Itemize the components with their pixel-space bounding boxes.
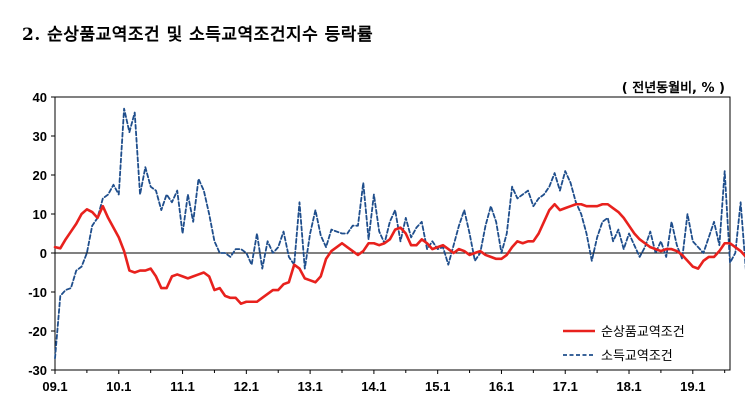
chart-title: 2. 순상품교역조건 및 소득교역조건지수 등락률 (22, 25, 374, 45)
x-tick-label: 14.1 (361, 379, 386, 394)
x-tick-label: 19.1 (680, 379, 705, 394)
x-tick-label: 13.1 (297, 379, 322, 394)
x-tick-label: 10.1 (106, 379, 131, 394)
series-income-terms-of-trade (54, 107, 745, 360)
x-tick-label: 12.1 (234, 379, 259, 394)
y-tick-label: -20 (28, 324, 47, 339)
plot-frame (54, 96, 731, 371)
x-tick-label: 15.1 (425, 379, 450, 394)
y-tick-label: 30 (33, 129, 47, 144)
y-tick-label: 20 (33, 168, 47, 183)
y-tick-label: 10 (33, 207, 47, 222)
x-tick-label: 18.1 (616, 379, 641, 394)
y-tick-label: 0 (40, 246, 47, 261)
y-tick-label: 40 (33, 90, 47, 105)
x-tick-label: 09.1 (42, 379, 67, 394)
x-tick-label: 11.1 (170, 379, 195, 394)
y-tick-label: -30 (28, 363, 47, 378)
unit-label: ( 전년동월비, % ) (621, 81, 725, 96)
legend-label: 소득교역조건 (601, 349, 673, 364)
x-tick-label: 16.1 (489, 379, 514, 394)
series-net-terms-of-trade (53, 202, 745, 306)
chart-series (53, 107, 745, 360)
legend-label: 순상품교역조건 (601, 325, 685, 340)
y-tick-label: -10 (28, 285, 47, 300)
x-tick-label: 17.1 (553, 379, 578, 394)
